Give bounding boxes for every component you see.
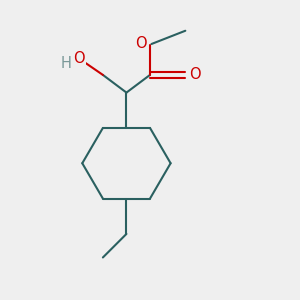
Text: H: H	[61, 56, 71, 70]
Text: O: O	[189, 68, 201, 82]
Text: O: O	[74, 51, 85, 66]
Text: O: O	[135, 37, 147, 52]
